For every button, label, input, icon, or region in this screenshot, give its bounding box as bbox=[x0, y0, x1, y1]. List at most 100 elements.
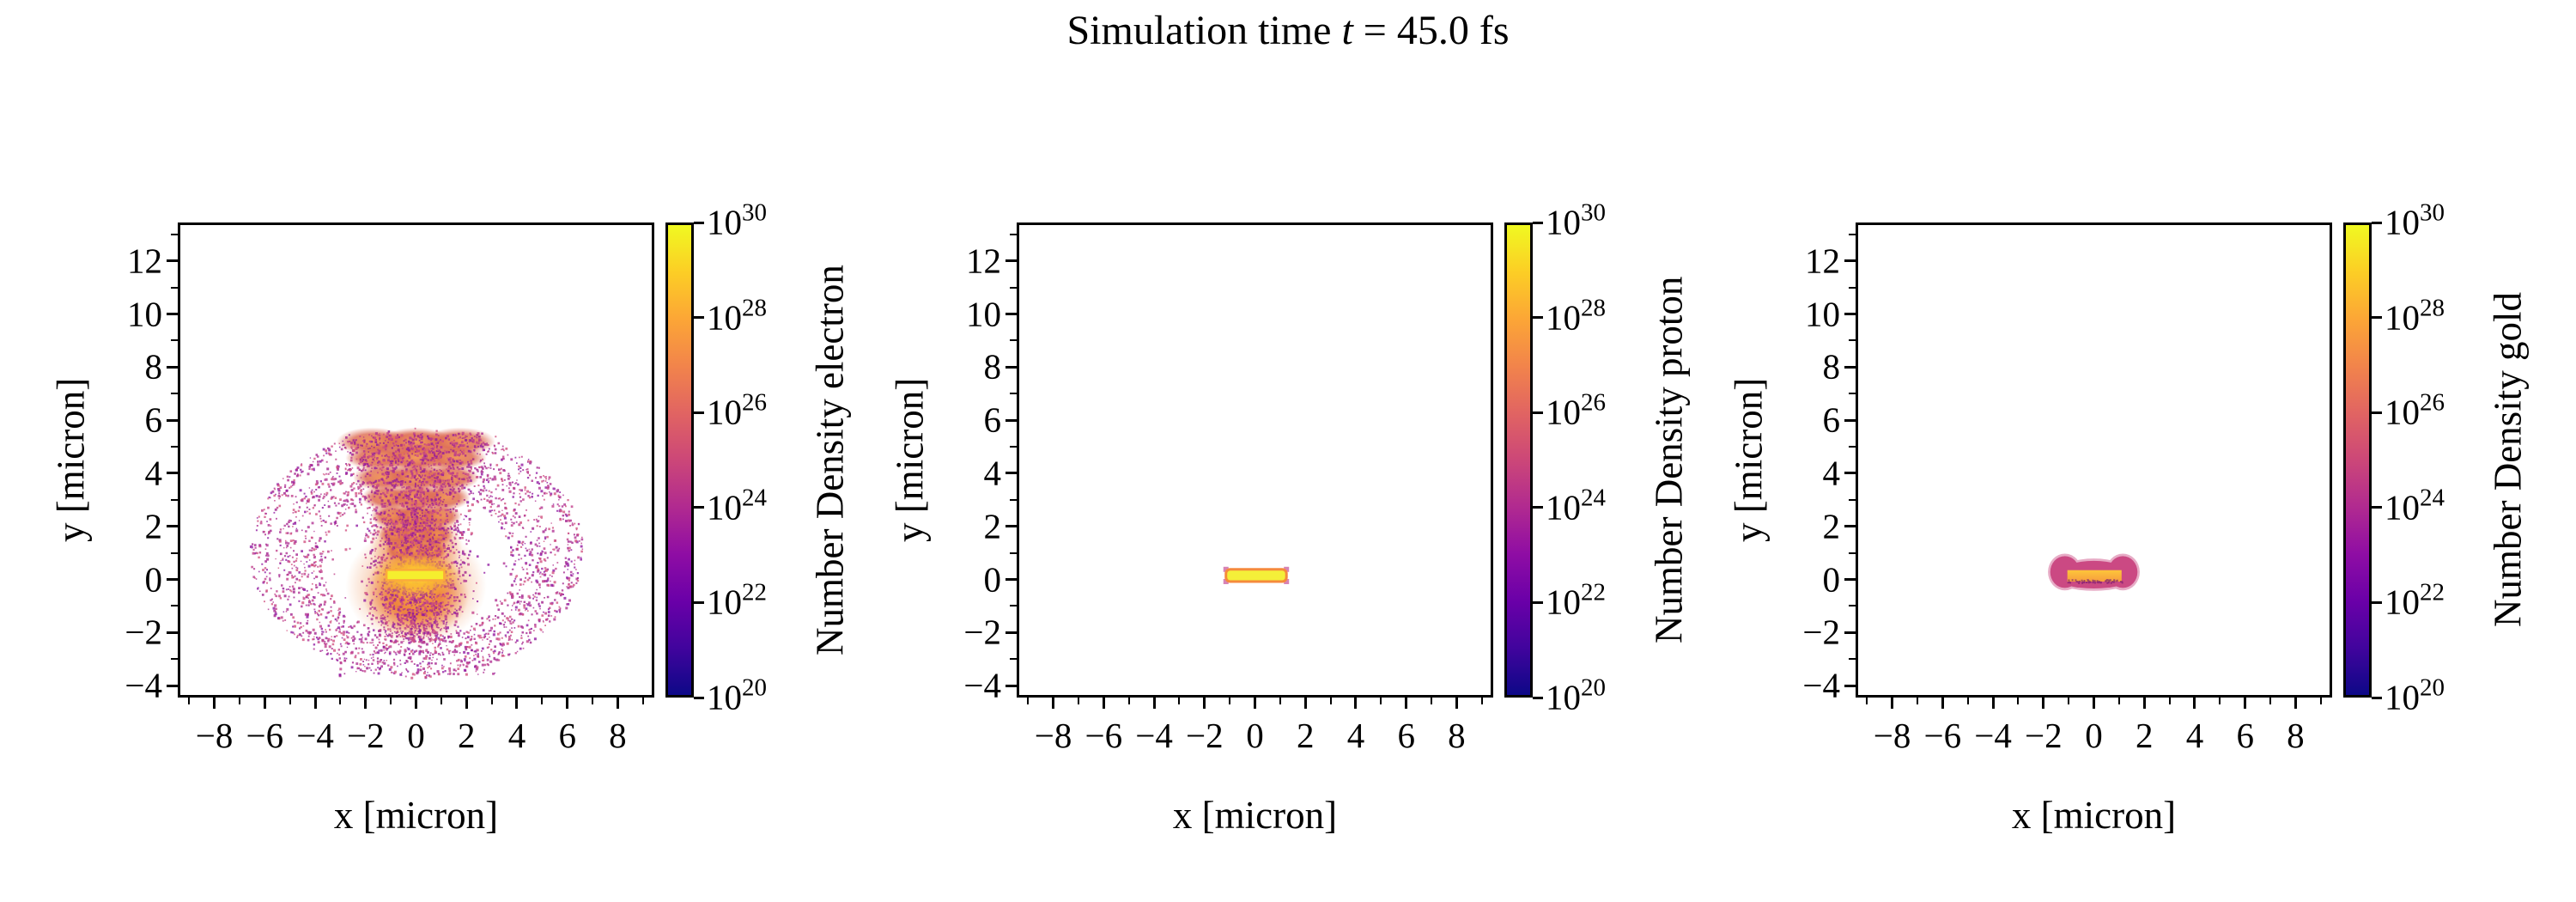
y-minor-tick bbox=[171, 552, 178, 554]
panel-gold: y [micron] x [micron] Number Density gol… bbox=[1728, 200, 2530, 834]
y-tick bbox=[1844, 313, 1856, 316]
x-minor-tick bbox=[541, 698, 544, 704]
x-minor-tick bbox=[1178, 698, 1181, 704]
x-tick bbox=[1354, 698, 1358, 709]
y-tick bbox=[1005, 684, 1017, 687]
x-tick bbox=[515, 698, 519, 709]
y-tick bbox=[1005, 578, 1017, 582]
y-minor-tick bbox=[1849, 658, 1856, 661]
y-tick-label: 10 bbox=[966, 294, 1001, 334]
y-tick-label: 6 bbox=[144, 399, 163, 440]
x-tick bbox=[1405, 698, 1408, 709]
y-tick-label: 2 bbox=[144, 506, 163, 546]
colorbar-tick bbox=[694, 600, 704, 604]
x-tick-label: −8 bbox=[195, 716, 234, 755]
bar-corner-pixel bbox=[1284, 578, 1290, 584]
x-tick-label: 8 bbox=[1448, 716, 1466, 755]
colorbar-tick bbox=[1533, 696, 1543, 699]
x-minor-tick bbox=[339, 698, 342, 704]
x-tick-label: −6 bbox=[246, 716, 284, 755]
colorbar-tick bbox=[694, 506, 704, 509]
colorbar-title-gold: Number Density gold bbox=[2486, 292, 2530, 628]
colorbar-tick bbox=[694, 221, 704, 224]
colorbar-tick-label: 1022 bbox=[2385, 578, 2445, 622]
y-tick-label: 10 bbox=[1805, 294, 1840, 334]
y-minor-tick bbox=[1849, 446, 1856, 448]
x-minor-tick bbox=[2117, 698, 2120, 704]
y-minor-tick bbox=[171, 393, 178, 395]
y-tick-label: 8 bbox=[144, 346, 163, 387]
x-tick-label: 2 bbox=[1296, 716, 1315, 755]
colorbar-tick-label: 1026 bbox=[707, 388, 767, 432]
x-tick bbox=[566, 698, 569, 709]
x-minor-tick bbox=[1431, 698, 1433, 704]
x-minor-tick bbox=[2068, 698, 2070, 704]
x-tick-label: 6 bbox=[2236, 716, 2254, 755]
density-plot-proton bbox=[1223, 566, 1290, 584]
y-tick bbox=[167, 365, 178, 369]
colorbar-tick bbox=[2372, 221, 2382, 224]
colorbar-tick-label: 1028 bbox=[1546, 294, 1606, 338]
y-tick-label: 8 bbox=[983, 346, 1002, 387]
colorbar-tick bbox=[2372, 696, 2382, 699]
y-tick-label: 0 bbox=[144, 559, 163, 600]
y-tick bbox=[167, 259, 178, 263]
x-minor-tick bbox=[1866, 698, 1868, 704]
y-tick bbox=[167, 684, 178, 687]
x-tick bbox=[616, 698, 619, 709]
x-minor-tick bbox=[1916, 698, 1918, 704]
colorbar-tick bbox=[1533, 506, 1543, 509]
y-tick-label: 12 bbox=[127, 241, 162, 281]
x-minor-tick bbox=[1380, 698, 1382, 704]
y-tick-label: 6 bbox=[1822, 399, 1841, 440]
y-minor-tick bbox=[1010, 552, 1017, 554]
y-tick-label: −2 bbox=[1802, 612, 1840, 652]
x-tick-label: 4 bbox=[2185, 716, 2204, 755]
y-minor-tick bbox=[1849, 339, 1856, 342]
x-tick bbox=[1203, 698, 1206, 709]
x-tick-label: −2 bbox=[2024, 716, 2063, 755]
colorbar-tick-label: 1024 bbox=[1546, 484, 1606, 527]
colorbar-tick bbox=[1533, 221, 1543, 224]
y-minor-tick bbox=[171, 605, 178, 607]
y-tick-label: −4 bbox=[1802, 665, 1840, 705]
x-tick-label: −2 bbox=[346, 716, 385, 755]
x-tick bbox=[1303, 698, 1307, 709]
y-tick bbox=[1844, 472, 1856, 475]
y-minor-tick bbox=[171, 446, 178, 448]
y-minor-tick bbox=[1010, 658, 1017, 661]
x-tick-label: 0 bbox=[407, 716, 425, 755]
y-tick bbox=[1005, 313, 1017, 316]
y-tick bbox=[1005, 418, 1017, 422]
x-minor-tick bbox=[1229, 698, 1231, 704]
x-tick bbox=[213, 698, 216, 709]
y-minor-tick bbox=[1010, 605, 1017, 607]
y-tick-label: 10 bbox=[127, 294, 162, 334]
x-tick-label: 2 bbox=[457, 716, 476, 755]
y-tick bbox=[167, 578, 178, 582]
y-tick-label: 0 bbox=[1822, 559, 1841, 600]
x-tick bbox=[1152, 698, 1156, 709]
bar-corner-pixel bbox=[1223, 566, 1229, 572]
colorbar-tick-label: 1030 bbox=[1546, 198, 1606, 242]
colorbar-tick bbox=[2372, 600, 2382, 604]
y-minor-tick bbox=[1010, 446, 1017, 448]
y-tick bbox=[1005, 631, 1017, 634]
x-minor-tick bbox=[1077, 698, 1079, 704]
y-tick-label: 12 bbox=[966, 241, 1001, 281]
colorbar-gold bbox=[2343, 222, 2372, 698]
colorbar-tick-label: 1020 bbox=[2385, 673, 2445, 717]
x-axis-label: x [micron] bbox=[2011, 794, 2177, 837]
y-tick bbox=[1844, 631, 1856, 634]
x-tick-label: 8 bbox=[609, 716, 627, 755]
y-minor-tick bbox=[1849, 605, 1856, 607]
y-tick-label: −2 bbox=[125, 612, 162, 652]
x-minor-tick bbox=[2168, 698, 2171, 704]
colorbar-tick-label: 1026 bbox=[1546, 388, 1606, 432]
x-tick-label: 0 bbox=[1246, 716, 1264, 755]
colorbar-tick bbox=[2372, 411, 2382, 414]
x-minor-tick bbox=[2319, 698, 2322, 704]
y-tick bbox=[167, 525, 178, 528]
colorbar-title-electron: Number Density electron bbox=[808, 265, 852, 655]
